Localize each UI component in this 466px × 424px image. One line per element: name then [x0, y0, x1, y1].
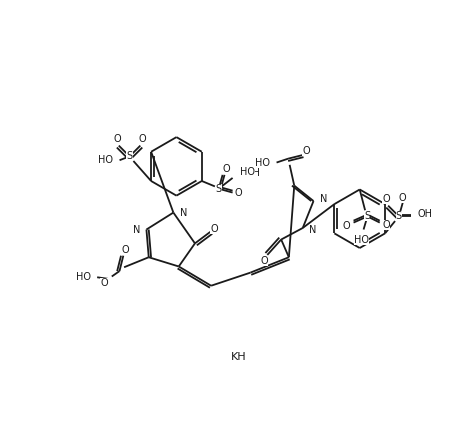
Text: O: O	[223, 165, 230, 174]
Text: OH: OH	[246, 168, 260, 179]
Text: O: O	[138, 134, 146, 144]
Text: HO: HO	[98, 155, 113, 165]
Text: O: O	[302, 146, 309, 156]
Text: O: O	[121, 245, 129, 255]
Text: KH: KH	[231, 352, 247, 363]
Text: O: O	[260, 256, 268, 266]
Text: HO: HO	[354, 234, 369, 245]
Text: O: O	[210, 224, 218, 234]
Text: N: N	[309, 225, 316, 234]
Text: O: O	[100, 278, 108, 287]
Text: HO: HO	[76, 272, 91, 282]
Text: HO: HO	[255, 158, 270, 167]
Text: S: S	[364, 212, 370, 221]
Text: S: S	[396, 212, 402, 221]
Text: S: S	[126, 151, 133, 162]
Text: HO: HO	[240, 167, 255, 177]
Text: OH: OH	[418, 209, 432, 219]
Text: O: O	[382, 195, 390, 204]
Text: O: O	[399, 193, 406, 203]
Text: N: N	[320, 195, 327, 204]
Text: O: O	[235, 187, 243, 198]
Text: O: O	[113, 134, 121, 144]
Text: O: O	[343, 220, 350, 231]
Text: O: O	[382, 220, 390, 230]
Text: N: N	[179, 208, 187, 218]
Text: S: S	[216, 184, 222, 194]
Text: N: N	[133, 225, 140, 234]
